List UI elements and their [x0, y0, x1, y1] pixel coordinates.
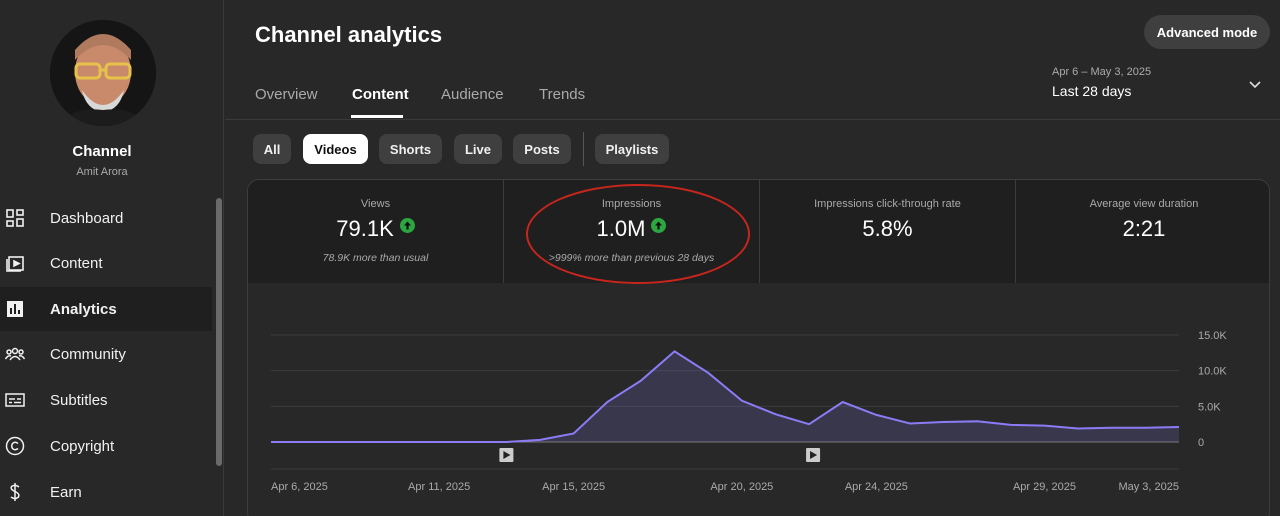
x-tick-label: Apr 6, 2025 — [271, 481, 328, 493]
channel-name: Amit Arora — [76, 166, 128, 178]
metric-value-text: 2:21 — [1122, 216, 1166, 241]
chip-videos[interactable]: Videos — [303, 134, 368, 164]
metric-value-text: 5.8% — [862, 216, 913, 241]
sidebar-item-label: Content — [50, 254, 103, 272]
x-tick-label: Apr 29, 2025 — [1013, 481, 1076, 493]
metric-note: 78.9K more than usual — [322, 252, 429, 264]
chip-shorts[interactable]: Shorts — [379, 134, 442, 164]
chip-divider — [583, 132, 584, 166]
annotation-circle — [526, 184, 750, 284]
metric-card-ctr[interactable]: Impressions click-through rate 5.8% — [760, 180, 1016, 283]
y-tick-label: 15.0K — [1198, 330, 1227, 342]
x-tick-label: Apr 20, 2025 — [710, 481, 773, 493]
sidebar-item-label: Community — [50, 345, 126, 363]
tab-overview[interactable]: Overview — [255, 86, 318, 103]
tab-content[interactable]: Content — [352, 86, 409, 103]
dashboard-icon — [5, 208, 25, 228]
date-range[interactable]: Apr 6 – May 3, 2025 — [1052, 66, 1152, 78]
sidebar-item-label: Copyright — [50, 437, 115, 455]
sidebar-item-copyright[interactable]: Copyright — [0, 424, 212, 468]
metric-value: 79.1K — [248, 216, 503, 242]
page-title: Channel analytics — [255, 22, 443, 47]
y-tick-label: 10.0K — [1198, 366, 1227, 378]
sidebar-item-earn[interactable]: Earn — [0, 470, 212, 514]
sidebar-item-label: Analytics — [50, 300, 117, 318]
analytics-panel: Views 79.1K 78.9K more than usual Impres… — [247, 179, 1270, 516]
channel-title: Channel — [72, 143, 132, 160]
sidebar-item-label: Dashboard — [50, 209, 124, 227]
metric-card-avg-view-duration[interactable]: Average view duration 2:21 — [1016, 180, 1269, 283]
play-icon — [810, 451, 818, 459]
chip-live[interactable]: Live — [454, 134, 502, 164]
chip-posts[interactable]: Posts — [513, 134, 571, 164]
sidebar-scrollbar[interactable] — [216, 198, 222, 466]
x-tick-label: Apr 15, 2025 — [542, 481, 605, 493]
subtitles-icon — [5, 390, 25, 410]
sidebar-item-label: Subtitles — [50, 391, 108, 409]
date-range-label[interactable]: Last 28 days — [1052, 83, 1132, 99]
sidebar-item-content[interactable]: Content — [0, 241, 212, 285]
avatar[interactable] — [50, 20, 156, 126]
metric-card-views[interactable]: Views 79.1K 78.9K more than usual — [248, 180, 504, 283]
trend-up-icon — [399, 218, 415, 233]
header-divider — [225, 119, 1280, 120]
advanced-mode-button[interactable]: Advanced mode — [1144, 15, 1270, 49]
chevron-down-icon[interactable] — [1247, 77, 1263, 89]
metric-label: Average view duration — [1089, 198, 1199, 210]
sidebar-item-subtitles[interactable]: Subtitles — [0, 378, 212, 422]
analytics-icon — [5, 299, 25, 319]
tab-audience[interactable]: Audience — [441, 86, 504, 103]
metric-value: 5.8% — [760, 216, 1015, 242]
copyright-icon — [5, 436, 25, 456]
sidebar-item-label: Earn — [50, 483, 82, 501]
metric-label: Impressions click-through rate — [814, 198, 961, 210]
sidebar-item-community[interactable]: Community — [0, 332, 212, 376]
impressions-chart[interactable]: 15.0K 10.0K 5.0K 0 Apr 6, 2025 Apr 11, 2025 Ap… — [248, 180, 1270, 516]
content-icon — [5, 253, 25, 273]
play-icon — [503, 451, 511, 459]
sidebar-item-dashboard[interactable]: Dashboard — [0, 196, 212, 240]
chip-playlists[interactable]: Playlists — [595, 134, 669, 164]
active-tab-indicator — [351, 115, 403, 118]
earn-icon — [5, 482, 25, 502]
community-icon — [5, 344, 25, 364]
x-tick-label: May 3, 2025 — [1118, 481, 1179, 493]
series-line — [271, 350, 1180, 443]
x-tick-label: Apr 11, 2025 — [408, 481, 470, 493]
series-area — [271, 351, 1179, 442]
y-tick-label: 0 — [1198, 437, 1204, 449]
y-tick-label: 5.0K — [1198, 401, 1221, 413]
metric-value-text: 79.1K — [336, 216, 394, 241]
chip-all[interactable]: All — [253, 134, 291, 164]
sidebar-item-analytics[interactable]: Analytics — [0, 287, 212, 331]
tab-trends[interactable]: Trends — [539, 86, 586, 103]
metric-value: 2:21 — [1016, 216, 1269, 242]
x-tick-label: Apr 24, 2025 — [845, 481, 908, 493]
sidebar: Channel Amit Arora Dashboard Content Ana… — [0, 0, 224, 516]
metric-label: Views — [360, 198, 391, 210]
